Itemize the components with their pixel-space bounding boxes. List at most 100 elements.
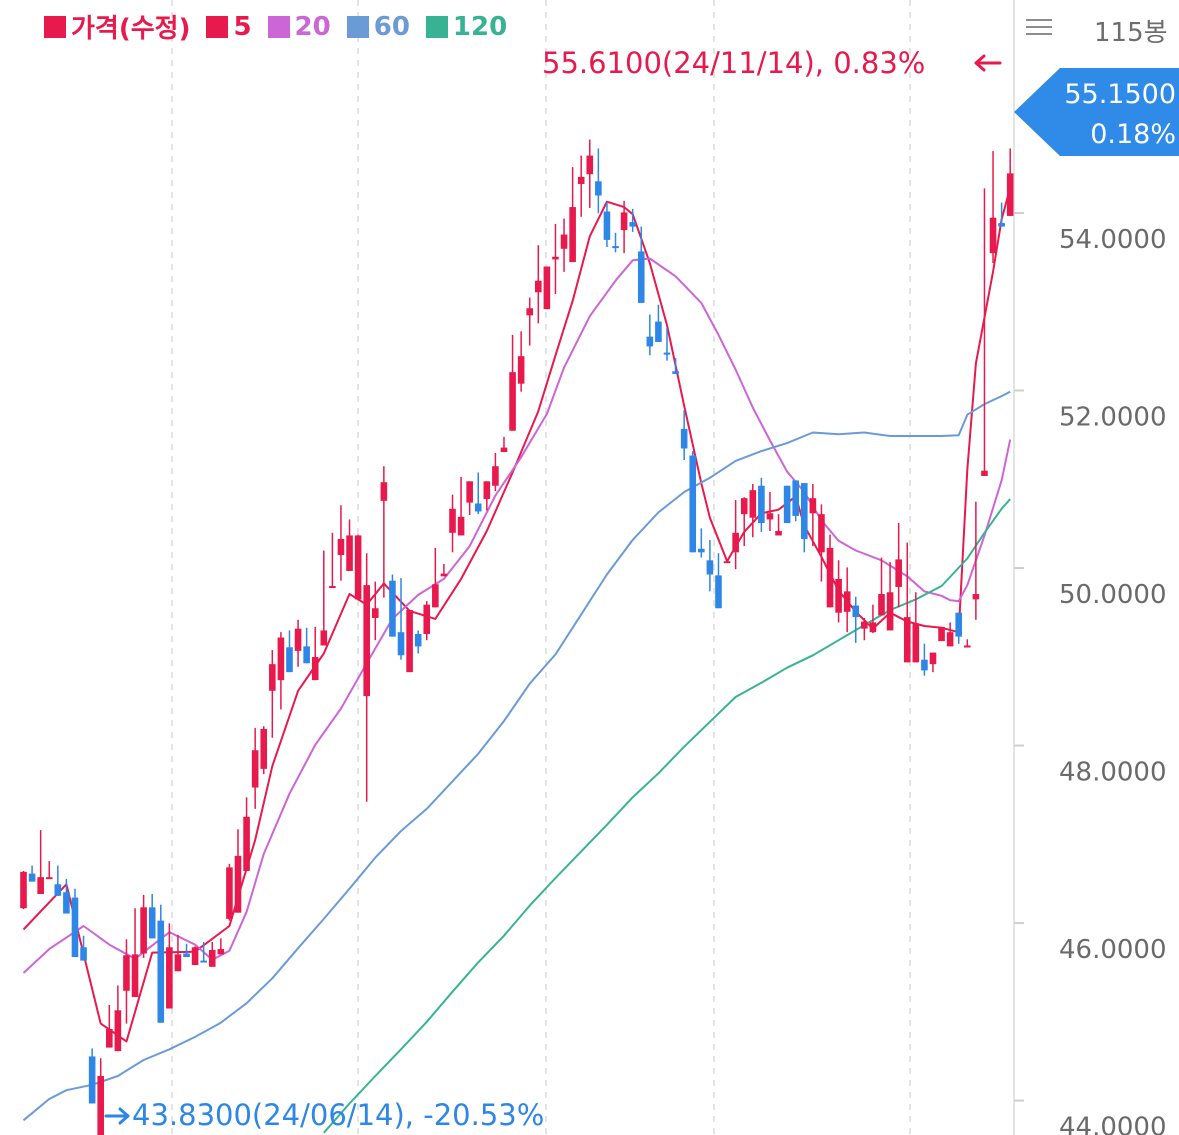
- candle-body: [749, 490, 757, 518]
- candle-body: [740, 498, 748, 515]
- candle-body: [311, 657, 319, 681]
- candle-body: [123, 955, 130, 991]
- current-price-change: 0.18%: [1090, 119, 1176, 150]
- candle-body: [560, 234, 568, 249]
- legend-ma60[interactable]: 60: [346, 12, 410, 42]
- candle-body: [792, 480, 799, 516]
- low-annotation: 43.8300(24/06/14), -20.53%: [132, 1098, 544, 1132]
- candle-body: [595, 181, 602, 196]
- candle-body: [509, 372, 516, 431]
- candle-body: [217, 949, 225, 955]
- candle-body: [208, 949, 216, 967]
- candle-body: [938, 626, 945, 642]
- bar-count-label[interactable]: 115봉: [1094, 18, 1168, 48]
- candle-body: [303, 646, 310, 664]
- candle-body: [912, 623, 920, 663]
- y-tick-label: 52.0000: [1059, 403, 1167, 433]
- current-price-value: 55.1500: [1064, 79, 1176, 110]
- candle-body: [878, 594, 885, 616]
- legend-label-ma120: 120: [452, 11, 508, 42]
- candle-body: [620, 212, 628, 231]
- candle-body: [552, 256, 559, 260]
- y-tick-label: 46.0000: [1059, 935, 1167, 965]
- candle-body: [895, 559, 902, 587]
- ma-line-20: [22, 257, 1012, 974]
- legend-ma20[interactable]: 20: [267, 11, 331, 42]
- candle-body: [329, 586, 336, 589]
- candle-body: [371, 608, 379, 618]
- candle-body: [818, 514, 825, 553]
- candle-body: [483, 481, 491, 500]
- menu-icon-line: [1026, 33, 1052, 35]
- candle-body: [71, 897, 79, 958]
- candle-body: [698, 548, 705, 553]
- legend-price[interactable]: 가격(수정): [44, 8, 190, 45]
- candle-body: [1006, 173, 1014, 216]
- candle-body: [28, 873, 36, 882]
- candle-body: [826, 547, 834, 608]
- legend-label-price: 가격(수정): [71, 14, 191, 44]
- candle-body: [88, 1056, 96, 1104]
- low-arrow-icon: [104, 1107, 130, 1125]
- candle-body: [166, 947, 173, 1009]
- candle-body: [277, 637, 285, 681]
- legend-label-ma20: 20: [294, 11, 331, 42]
- candle-body: [586, 155, 594, 175]
- candle-body: [234, 855, 242, 913]
- candle-body: [97, 1075, 105, 1135]
- candle-body: [852, 605, 860, 618]
- legend-ma5[interactable]: 5: [206, 12, 252, 42]
- candle-body: [320, 630, 328, 646]
- candle-body: [397, 632, 405, 656]
- candle-body: [535, 280, 542, 293]
- candle-body: [783, 485, 791, 524]
- candle-body: [629, 222, 636, 227]
- candle-body: [964, 645, 971, 648]
- candle-body: [929, 652, 937, 665]
- y-tick-label: 48.0000: [1059, 758, 1167, 788]
- candle-body: [758, 485, 765, 524]
- candle-body: [732, 532, 739, 553]
- legend-ma120[interactable]: 120: [425, 11, 508, 42]
- menu-icon-line: [1026, 19, 1052, 21]
- candle-body: [54, 884, 62, 896]
- legend-swatch-ma60: [346, 15, 369, 38]
- candle-body: [131, 954, 139, 997]
- candle-body: [457, 516, 465, 536]
- candle-body: [998, 223, 1005, 227]
- candle-body: [414, 633, 422, 647]
- candle-body: [577, 176, 585, 184]
- candle-body: [106, 1028, 113, 1048]
- candle-body: [680, 428, 688, 449]
- candle-body: [903, 617, 911, 663]
- candle-body: [440, 573, 448, 577]
- candle-body: [183, 953, 190, 958]
- legend-swatch-ma120: [425, 15, 448, 38]
- candle-body: [140, 907, 147, 954]
- candle-body: [766, 513, 774, 520]
- candle-body: [869, 622, 877, 633]
- candle-body: [423, 604, 431, 634]
- candle-body: [972, 594, 980, 600]
- candle-body: [269, 664, 276, 691]
- candle-body: [886, 592, 894, 631]
- y-tick-label: 54.0000: [1059, 225, 1167, 255]
- candle-body: [474, 503, 482, 512]
- chart-legend: 가격(수정) 5 20 60 120: [44, 8, 523, 45]
- candle-body: [646, 336, 654, 347]
- ma-line-120: [323, 498, 1011, 1134]
- candle-body: [226, 867, 233, 919]
- candle-body: [380, 482, 388, 501]
- menu-icon[interactable]: [1024, 14, 1054, 42]
- legend-swatch-ma5: [206, 15, 229, 38]
- candle-body: [955, 612, 963, 637]
- candle-body: [800, 483, 808, 540]
- candle-body: [157, 920, 165, 1023]
- candle-body: [723, 561, 731, 564]
- candle-body: [37, 877, 44, 895]
- candle-body: [354, 535, 362, 600]
- candle-body: [715, 575, 722, 609]
- candle-body: [663, 352, 671, 355]
